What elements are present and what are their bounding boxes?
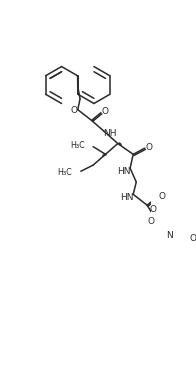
Text: H₃C: H₃C: [71, 141, 85, 150]
Text: O: O: [147, 217, 154, 226]
Text: O: O: [70, 106, 77, 115]
Text: O: O: [158, 192, 165, 201]
Text: O: O: [149, 205, 156, 214]
Text: O: O: [146, 143, 153, 152]
Text: N: N: [166, 231, 173, 240]
Text: HN: HN: [117, 167, 131, 176]
Text: O: O: [190, 234, 196, 243]
Text: O: O: [102, 108, 109, 117]
Text: NH: NH: [103, 129, 117, 138]
Text: HN: HN: [120, 193, 134, 202]
Text: H₃C: H₃C: [58, 167, 72, 176]
